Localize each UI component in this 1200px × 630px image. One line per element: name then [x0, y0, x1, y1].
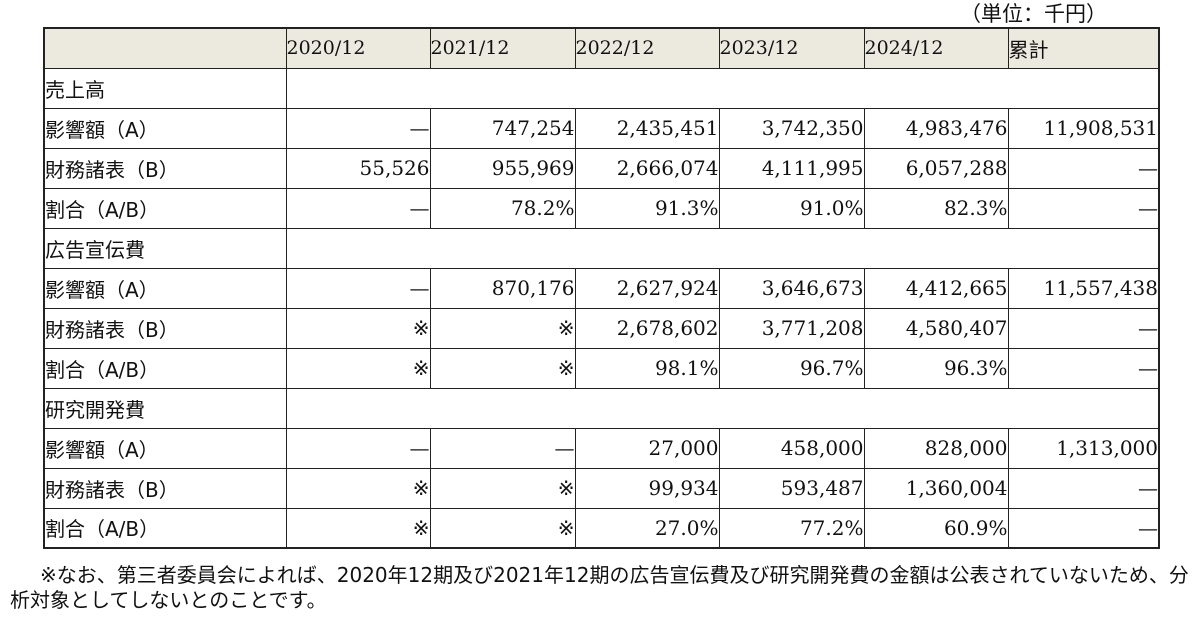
- row-label: 割合（A/B）: [43, 347, 287, 389]
- table-cell: ※: [429, 507, 576, 549]
- table-cell: 458,000: [718, 427, 865, 469]
- column-header: 2024/12: [863, 27, 1009, 69]
- table-cell: ※: [429, 307, 576, 349]
- table-cell: 91.3%: [574, 187, 720, 229]
- table-cell: —: [285, 267, 431, 309]
- table-cell: 27.0%: [574, 507, 720, 549]
- table-row: 割合（A/B） —78.2% 91.3% 91.0% 82.3% —: [43, 187, 1160, 229]
- table-cell: 4,983,476: [863, 107, 1009, 149]
- table-cell: 3,771,208: [718, 307, 865, 349]
- row-label: 財務諸表（B）: [43, 147, 287, 189]
- section-title: 広告宣伝費: [43, 227, 287, 269]
- section-title: 売上高: [43, 67, 287, 109]
- table-cell: 60.9%: [863, 507, 1009, 549]
- table-cell: —: [1007, 467, 1160, 509]
- table-cell: 82.3%: [863, 187, 1009, 229]
- section-row: 研究開発費: [43, 387, 1160, 429]
- table-cell: ※: [429, 467, 576, 509]
- table-cell: 3,742,350: [718, 107, 865, 149]
- table-row: 財務諸表（B） ※ ※ 99,934 593,487 1,360,004—: [43, 467, 1160, 509]
- table-cell: 4,111,995: [718, 147, 865, 189]
- table-cell: 77.2%: [718, 507, 865, 549]
- table-cell: —: [1007, 147, 1160, 189]
- table-cell: 2,435,451: [574, 107, 720, 149]
- unit-label: （単位：千円）: [960, 2, 1107, 26]
- table-row: 影響額（A） —747,254 2,435,451 3,742,350 4,983,47…: [43, 107, 1160, 149]
- table-cell: 870,176: [429, 267, 576, 309]
- table-cell: 2,627,924: [574, 267, 720, 309]
- table-cell: ※: [285, 347, 431, 389]
- row-label: 財務諸表（B）: [43, 467, 287, 509]
- section-row: 売上高: [43, 67, 1160, 109]
- row-label: 割合（A/B）: [43, 187, 287, 229]
- table-cell: 747,254: [429, 107, 576, 149]
- table-cell: 593,487: [718, 467, 865, 509]
- table-cell: —: [285, 107, 431, 149]
- table-cell: 2,678,602: [574, 307, 720, 349]
- row-label: 影響額（A）: [43, 107, 287, 149]
- table-cell: —: [285, 187, 431, 229]
- table-cell: —: [1007, 347, 1160, 389]
- table-cell: —: [285, 427, 431, 469]
- column-header: 2021/12: [429, 27, 576, 69]
- row-label: 財務諸表（B）: [43, 307, 287, 349]
- table-cell: 27,000: [574, 427, 720, 469]
- table-cell: 55,526: [285, 147, 431, 189]
- table-cell: —: [1007, 307, 1160, 349]
- table-cell: 955,969: [429, 147, 576, 189]
- table-cell: —: [1007, 507, 1160, 549]
- header-row: 2020/12 2021/12 2022/12 2023/12 2024/12 …: [43, 27, 1160, 69]
- table-cell: 3,646,673: [718, 267, 865, 309]
- section-row: 広告宣伝費: [43, 227, 1160, 269]
- financial-impact-table: 2020/12 2021/12 2022/12 2023/12 2024/12 …: [43, 27, 1160, 549]
- section-spacer: [285, 67, 1160, 109]
- table-cell: 11,908,531: [1007, 107, 1160, 149]
- table-row: 割合（A/B） ※ ※ 27.0% 77.2% 60.9% —: [43, 507, 1160, 549]
- table-cell: 2,666,074: [574, 147, 720, 189]
- table-row: 割合（A/B） ※ ※ 98.1% 96.7% 96.3% —: [43, 347, 1160, 389]
- row-label: 影響額（A）: [43, 267, 287, 309]
- table-cell: 78.2%: [429, 187, 576, 229]
- table-cell: ※: [285, 467, 431, 509]
- table-cell: 6,057,288: [863, 147, 1009, 189]
- table-cell: —: [1007, 187, 1160, 229]
- section-spacer: [285, 227, 1160, 269]
- table-cell: 91.0%: [718, 187, 865, 229]
- row-label: 影響額（A）: [43, 427, 287, 469]
- table-row: 財務諸表（B） 55,526 955,969 2,666,074 4,111,995 6,…: [43, 147, 1160, 189]
- table-cell: 828,000: [863, 427, 1009, 469]
- table-cell: ※: [285, 507, 431, 549]
- table-cell: ※: [285, 307, 431, 349]
- header-corner: [43, 27, 287, 69]
- table-row: 財務諸表（B） ※ ※ 2,678,602 3,771,208 4,580,407—: [43, 307, 1160, 349]
- column-header: 累計: [1007, 27, 1160, 69]
- table-cell: 96.7%: [718, 347, 865, 389]
- section-title: 研究開発費: [43, 387, 287, 429]
- column-header: 2020/12: [285, 27, 431, 69]
- column-header: 2023/12: [718, 27, 865, 69]
- table-cell: 98.1%: [574, 347, 720, 389]
- table-cell: ※: [429, 347, 576, 389]
- table-cell: 1,360,004: [863, 467, 1009, 509]
- footnote: ※なお、第三者委員会によれば、2020年12期及び2021年12期の広告宣伝費及…: [10, 563, 1189, 612]
- table-row: 影響額（A） —870,176 2,627,924 3,646,673 4,412,66…: [43, 267, 1160, 309]
- table-row: 影響額（A） — —27,000 458,000 828,000 1,313,000: [43, 427, 1160, 469]
- table-cell: 96.3%: [863, 347, 1009, 389]
- table-cell: 11,557,438: [1007, 267, 1160, 309]
- table-cell: 4,580,407: [863, 307, 1009, 349]
- table-cell: 99,934: [574, 467, 720, 509]
- table-body: 売上高 影響額（A） —747,254 2,435,451 3,742,350 4,983…: [43, 67, 1160, 549]
- table-cell: —: [429, 427, 576, 469]
- table-cell: 4,412,665: [863, 267, 1009, 309]
- section-spacer: [285, 387, 1160, 429]
- row-label: 割合（A/B）: [43, 507, 287, 549]
- column-header: 2022/12: [574, 27, 720, 69]
- table-cell: 1,313,000: [1007, 427, 1160, 469]
